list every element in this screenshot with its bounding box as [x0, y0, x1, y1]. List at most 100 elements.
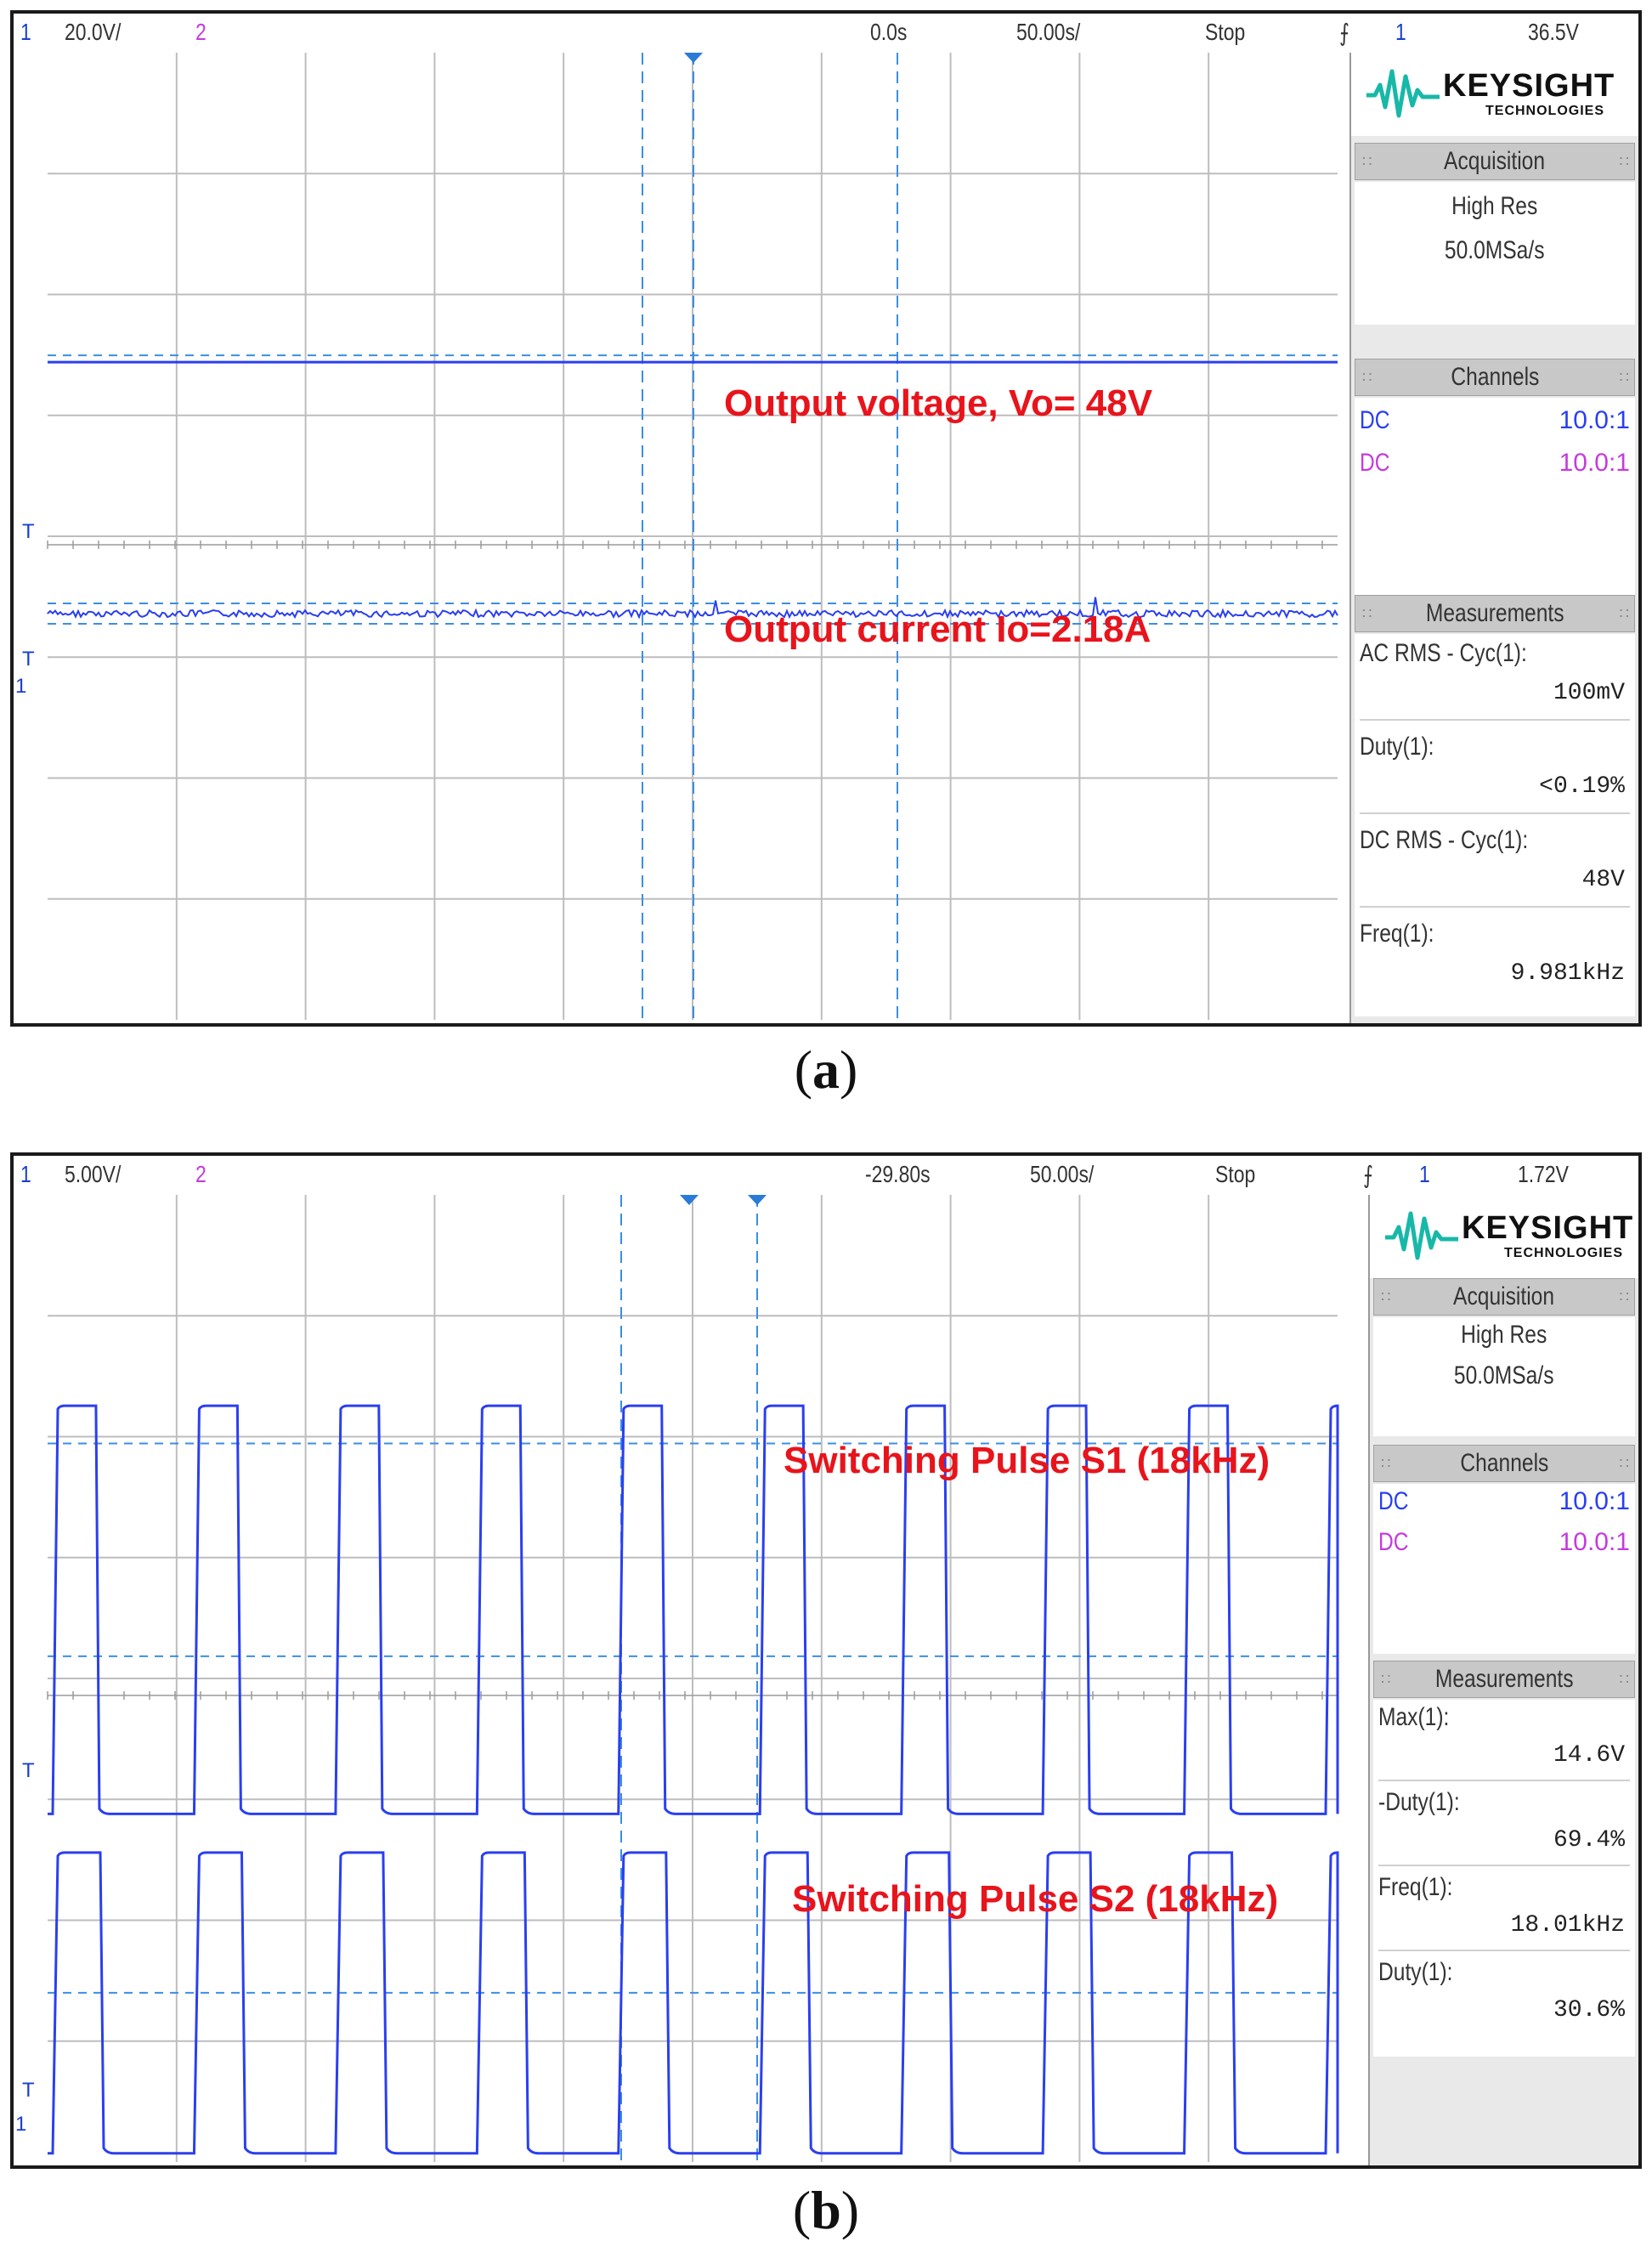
- trigger-marker[interactable]: T: [22, 648, 35, 671]
- channel-probe: 10.0:1: [1559, 1487, 1630, 1515]
- output-voltage-annotation: Output voltage, Vo= 48V: [724, 382, 1153, 424]
- timebase[interactable]: 50.00s/: [1030, 1161, 1095, 1187]
- measurement-value: 100mV: [1553, 680, 1625, 706]
- grip-icon: ∷: [1619, 1455, 1630, 1472]
- grip-icon: ∷: [1381, 1288, 1391, 1305]
- trigger-marker[interactable]: T: [22, 2079, 35, 2102]
- output-current-trace: [47, 597, 1338, 620]
- measurement-name: Freq(1):: [1378, 1873, 1453, 1901]
- measurement-value: 18.01kHz: [1510, 1912, 1625, 1939]
- channels-body: DC 10.0:1 DC 10.0:1: [1373, 1484, 1635, 1654]
- measurement-value: 30.6%: [1553, 1997, 1625, 2023]
- measurement-name: Duty(1):: [1360, 733, 1434, 761]
- acquisition-body: High Res 50.0MSa/s: [1373, 1317, 1635, 1436]
- time-delay[interactable]: -29.80s: [865, 1161, 931, 1187]
- channel-markers: T T 1: [14, 1195, 48, 2165]
- measurements-header[interactable]: ∷ Measurements ∷: [1355, 595, 1635, 632]
- channels-header[interactable]: ∷ Channels ∷: [1355, 359, 1635, 396]
- brand-subtitle: TECHNOLOGIES: [1504, 1246, 1624, 1260]
- trigger-marker[interactable]: T: [22, 520, 35, 543]
- measurement-value: 48V: [1581, 867, 1625, 893]
- waveform-graticule: [47, 1195, 1339, 2162]
- measurements-body: Max(1): 14.6V -Duty(1): 69.4% Freq(1): 1…: [1373, 1700, 1635, 2057]
- measurements-header[interactable]: ∷ Measurements ∷: [1373, 1661, 1635, 1698]
- acq-rate: 50.0MSa/s: [1454, 1361, 1554, 1390]
- brand-logo: KEYSIGHT TECHNOLOGIES: [1370, 1195, 1638, 1278]
- ch1-ground-marker[interactable]: 1: [15, 2113, 27, 2136]
- switching-pulse-s1-annotation: Switching Pulse S1 (18kHz): [784, 1440, 1270, 1481]
- measurement-name: -Duty(1):: [1378, 1788, 1460, 1816]
- side-panel: KEYSIGHT TECHNOLOGIES ∷ Acquisition ∷ Hi…: [1349, 53, 1638, 1023]
- oscilloscope-screen-b: 1 5.00V/ 2 -29.80s 50.00s/ Stop ⨍ 1 1.72…: [10, 1152, 1642, 2169]
- trigger-position-icon: [680, 1195, 699, 1205]
- waveform-area[interactable]: Output voltage, Vo= 48V Output current I…: [47, 53, 1338, 1020]
- ch1-ground-marker[interactable]: 1: [15, 675, 27, 698]
- oscilloscope-screen-a: 1 20.0V/ 2 0.0s 50.00s/ Stop ⨍ 1 36.5V T…: [10, 10, 1642, 1027]
- ch1-scale[interactable]: 20.0V/: [65, 19, 122, 45]
- divider: [1360, 719, 1630, 721]
- grip-icon: ∷: [1619, 369, 1630, 386]
- divider: [1360, 812, 1630, 814]
- trigger-position-icon: [748, 1195, 767, 1205]
- trigger-marker[interactable]: T: [22, 1759, 35, 1782]
- output-current-annotation: Output current Io=2.18A: [724, 608, 1151, 650]
- channel-markers: T T 1: [14, 53, 48, 1023]
- channel-coupling: DC: [1378, 1528, 1409, 1556]
- keysight-wave-icon: [1385, 1211, 1458, 1260]
- measurement-value: 9.981kHz: [1510, 960, 1625, 987]
- measurement-name: Freq(1):: [1360, 920, 1434, 948]
- channel-row-1[interactable]: DC 10.0:1: [1360, 406, 1630, 440]
- divider: [1360, 906, 1630, 908]
- acquisition-header[interactable]: ∷ Acquisition ∷: [1355, 143, 1635, 180]
- channels-title: Channels: [1460, 1449, 1548, 1477]
- grip-icon: ∷: [1619, 605, 1630, 622]
- measurements-title: Measurements: [1434, 1665, 1574, 1693]
- channel-coupling: DC: [1360, 449, 1390, 477]
- brand-name: KEYSIGHT: [1462, 1210, 1634, 1246]
- measurements-body: AC RMS - Cyc(1): 100mV Duty(1): <0.19% D…: [1355, 634, 1635, 1016]
- channel-row-2[interactable]: DC 10.0:1: [1360, 449, 1630, 483]
- trigger-level[interactable]: 36.5V: [1528, 19, 1580, 45]
- channel-row-2[interactable]: DC 10.0:1: [1378, 1528, 1630, 1562]
- trigger-level[interactable]: 1.72V: [1518, 1161, 1570, 1187]
- figure-caption-b: (b): [792, 2180, 860, 2240]
- grip-icon: ∷: [1362, 369, 1372, 386]
- acquisition-body: High Res 50.0MSa/s: [1355, 182, 1635, 325]
- trigger-edge-icon: ⨍: [1339, 20, 1349, 46]
- trigger-position-icon: [684, 53, 703, 63]
- trigger-channel[interactable]: 1: [1395, 19, 1406, 45]
- grip-icon: ∷: [1619, 1671, 1630, 1688]
- caption-letter: a: [812, 1039, 840, 1100]
- ch2-indicator[interactable]: 2: [195, 19, 206, 45]
- grip-icon: ∷: [1362, 153, 1372, 170]
- trigger-channel[interactable]: 1: [1419, 1161, 1430, 1187]
- acq-mode: High Res: [1461, 1321, 1547, 1349]
- channel-row-1[interactable]: DC 10.0:1: [1378, 1487, 1630, 1521]
- time-delay[interactable]: 0.0s: [870, 19, 908, 45]
- keysight-wave-icon: [1366, 69, 1440, 118]
- timebase[interactable]: 50.00s/: [1016, 19, 1081, 45]
- ch2-indicator[interactable]: 2: [195, 1161, 206, 1187]
- channels-header[interactable]: ∷ Channels ∷: [1373, 1445, 1635, 1482]
- acquisition-header[interactable]: ∷ Acquisition ∷: [1373, 1278, 1635, 1316]
- measurement-value: 69.4%: [1553, 1827, 1625, 1854]
- channel-probe: 10.0:1: [1559, 449, 1630, 477]
- side-panel: KEYSIGHT TECHNOLOGIES ∷ Acquisition ∷ Hi…: [1368, 1195, 1638, 2165]
- ch1-indicator[interactable]: 1: [20, 1161, 31, 1187]
- ch1-indicator[interactable]: 1: [20, 19, 31, 45]
- measurement-value: 14.6V: [1553, 1742, 1625, 1769]
- status-bar: 1 5.00V/ 2 -29.80s 50.00s/ Stop ⨍ 1 1.72…: [14, 1156, 1638, 1195]
- waveform-area[interactable]: Switching Pulse S1 (18kHz) Switching Pul…: [47, 1195, 1339, 2162]
- channel-probe: 10.0:1: [1559, 1528, 1630, 1556]
- channels-title: Channels: [1451, 363, 1539, 391]
- divider: [1378, 1780, 1630, 1781]
- run-state[interactable]: Stop: [1205, 19, 1246, 45]
- run-state[interactable]: Stop: [1215, 1161, 1256, 1187]
- switching-pulse-s2-annotation: Switching Pulse S2 (18kHz): [792, 1878, 1279, 1920]
- trigger-edge-icon: ⨍: [1363, 1162, 1373, 1188]
- measurement-name: Duty(1):: [1378, 1958, 1453, 1986]
- grip-icon: ∷: [1381, 1671, 1391, 1688]
- measurement-value: <0.19%: [1539, 773, 1625, 800]
- ch1-scale[interactable]: 5.00V/: [65, 1161, 122, 1187]
- measurements-title: Measurements: [1425, 599, 1564, 627]
